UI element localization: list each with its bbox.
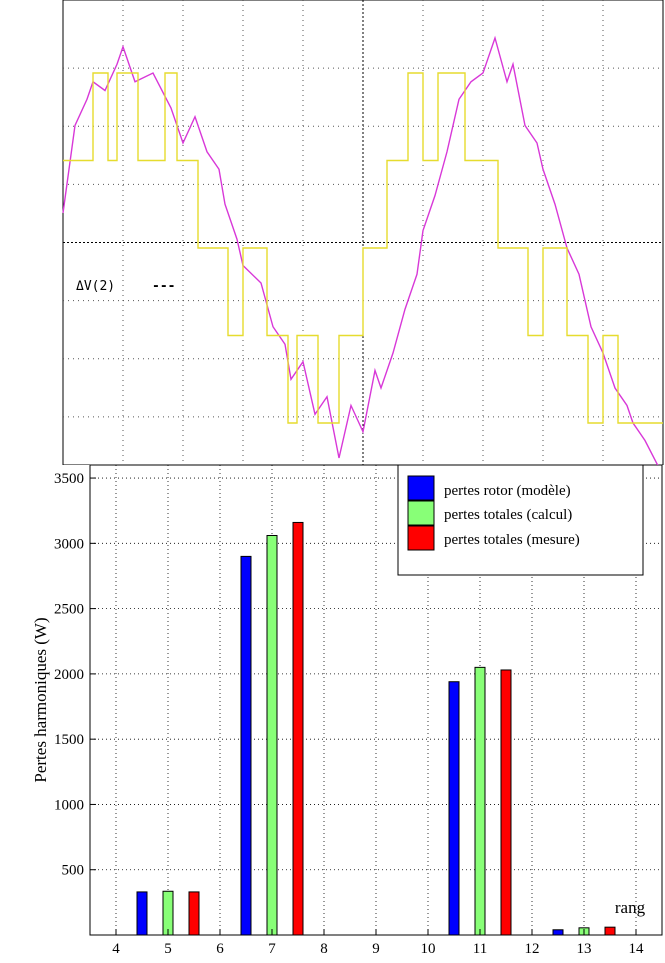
oscilloscope-plot: ΔV(2) --- — [62, 0, 664, 476]
y-tick-label: 3500 — [54, 471, 84, 487]
scope-marker: --- — [152, 279, 175, 294]
x-tick-label: 4 — [112, 941, 120, 957]
bar-rotor-modele — [136, 891, 148, 936]
legend-label-rotor-modele: pertes rotor (modèle) — [444, 483, 571, 499]
x-tick-label: 10 — [421, 941, 436, 957]
scope-traces — [62, 35, 664, 476]
x-tick-label: 7 — [268, 941, 276, 957]
y-tick-label: 1500 — [54, 732, 84, 748]
x-tick-label: 9 — [372, 941, 380, 957]
bar-totales-mesure — [604, 926, 616, 936]
bar-rotor-modele — [552, 929, 564, 936]
y-tick-label: 3000 — [54, 536, 84, 552]
x-tick-label: 5 — [164, 941, 172, 957]
y-tick-label: 500 — [62, 863, 85, 879]
bar-chart: 500 1000 1500 2000 2500 3000 3500 4 5 6 7 8 9 10 11 12 1… — [31, 464, 663, 957]
scope-trace-magenta — [62, 35, 664, 476]
x-axis-label: rang — [615, 898, 646, 917]
x-tick-label: 11 — [473, 941, 487, 957]
bar-totales-calcul — [266, 535, 278, 936]
y-tick-label: 2500 — [54, 602, 84, 618]
x-tick-label: 8 — [320, 941, 328, 957]
y-tick-label: 1000 — [54, 797, 84, 813]
plot-frame — [89, 464, 663, 936]
x-tick-label: 6 — [216, 941, 224, 957]
bar-totales-calcul — [474, 666, 486, 936]
legend-label-totales-calcul: pertes totales (calcul) — [444, 507, 572, 523]
legend-swatch-totales-mesure — [407, 525, 435, 551]
bar-totales-mesure — [188, 891, 200, 936]
oscilloscope-panel: ΔV(2) --- — [0, 0, 665, 476]
scope-label: ΔV(2) — [76, 279, 115, 294]
bar-chart-panel: 500 1000 1500 2000 2500 3000 3500 4 5 6 7 8 9 10 11 12 1… — [0, 464, 665, 958]
scope-grid — [63, 0, 663, 465]
legend-label-totales-mesure: pertes totales (mesure) — [444, 532, 580, 548]
legend-swatch-totales-calcul — [407, 500, 435, 526]
bar-totales-mesure — [500, 669, 512, 936]
legend-swatch-rotor-modele — [407, 475, 435, 501]
bar-marks — [136, 521, 616, 936]
y-tick-label: 2000 — [54, 667, 84, 683]
x-tick-label: 12 — [525, 941, 540, 957]
x-tick-label: 14 — [629, 941, 645, 957]
bar-totales-mesure — [292, 521, 304, 936]
scope-trace-yellow — [63, 72, 663, 424]
legend: pertes rotor (modèle) pertes totales (ca… — [397, 464, 644, 576]
legend-box — [397, 464, 644, 576]
bar-rotor-modele — [448, 681, 460, 936]
y-axis-label: Pertes harmoniques (W) — [31, 617, 50, 782]
bar-totales-calcul — [162, 890, 174, 936]
bar-rotor-modele — [240, 555, 252, 936]
x-tick-label: 13 — [577, 941, 592, 957]
bar-ticks: 500 1000 1500 2000 2500 3000 3500 4 5 6 7 8 9 10 11 12 1… — [54, 471, 644, 957]
